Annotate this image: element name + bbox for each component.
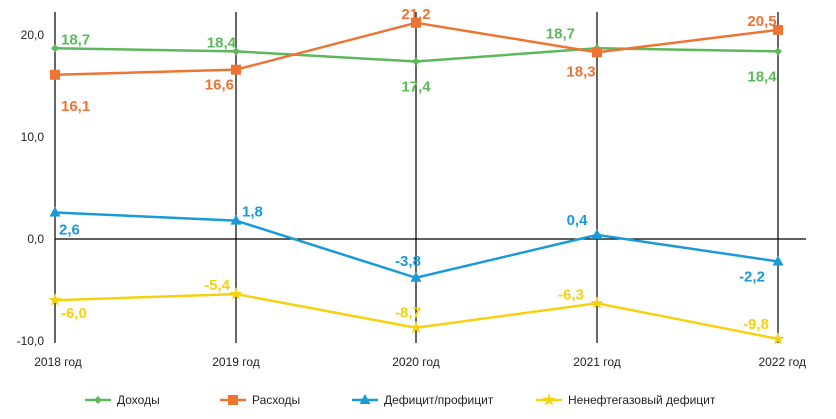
data-label: -8,7 [395, 305, 421, 322]
data-point [773, 24, 783, 35]
data-label: 18,3 [566, 63, 595, 80]
data-point [231, 64, 241, 75]
data-label: -9,8 [743, 316, 769, 333]
series-2 [50, 17, 783, 80]
data-point [591, 228, 603, 239]
data-point [409, 320, 423, 334]
data-point [229, 287, 243, 300]
legend-label: Расходы [252, 393, 300, 407]
data-point [230, 214, 242, 225]
legend-marker [359, 394, 371, 404]
data-point [590, 296, 604, 309]
x-tick-label: 2018 год [34, 355, 82, 369]
data-point [49, 206, 61, 217]
legend: Доходы Расходы Дефицит/профицит Ненефтегазо… [85, 393, 716, 407]
y-tick-label: 10,0 [21, 130, 45, 144]
series-4 [48, 287, 785, 345]
data-label: 18,7 [61, 31, 90, 48]
data-label: -6,3 [558, 286, 584, 303]
legend-item: Ненефтегазовый дефицит [536, 393, 716, 407]
data-point [774, 47, 782, 56]
data-point [772, 255, 784, 266]
data-label: 16,1 [61, 98, 90, 115]
legend-marker [228, 395, 238, 405]
legend-label: Дефицит/профицит [384, 393, 494, 407]
data-point [48, 293, 62, 306]
data-label: 0,4 [567, 212, 589, 229]
data-label: -6,0 [61, 305, 87, 322]
data-point [51, 44, 59, 53]
legend-marker [94, 396, 102, 404]
legend-label: Ненефтегазовый дефицит [568, 393, 716, 407]
legend-item: Расходы [220, 393, 300, 407]
x-axis: 2018 год 2019 год 2020 год 2021 год 2022 год [34, 355, 806, 369]
y-axis: -10,0 0,0 10,0 20,0 [17, 28, 45, 348]
data-point [50, 69, 60, 80]
data-point [412, 57, 420, 66]
data-label: 17,4 [401, 79, 431, 96]
data-label: 18,4 [207, 34, 237, 51]
data-label: 16,6 [205, 77, 234, 94]
y-tick-label: 0,0 [27, 232, 44, 246]
data-label: 18,4 [747, 68, 777, 85]
data-point [232, 47, 240, 56]
x-tick-label: 2019 год [212, 355, 260, 369]
chart-series [48, 17, 785, 345]
x-tick-label: 2022 год [758, 355, 806, 369]
legend-marker [542, 393, 556, 406]
series-3 [49, 206, 784, 282]
x-tick-label: 2020 год [392, 355, 440, 369]
data-label: 2,6 [59, 221, 80, 238]
data-label: -3,8 [395, 253, 421, 270]
data-point [411, 17, 421, 28]
data-label: 20,5 [747, 13, 776, 30]
legend-item: Доходы [85, 393, 160, 407]
data-label: 21,2 [401, 6, 430, 23]
legend-item: Дефицит/профицит [352, 393, 494, 407]
x-tick-label: 2021 год [573, 355, 621, 369]
data-label: -5,4 [204, 277, 231, 294]
data-point [771, 332, 785, 345]
data-label: 1,8 [242, 204, 263, 221]
y-tick-label: 20,0 [21, 28, 45, 42]
data-labels: 18,7 18,4 17,4 18,7 18,4 16,1 16,6 21,2 18,3 20,5… [59, 6, 777, 333]
data-point [592, 47, 602, 58]
legend-label: Доходы [117, 393, 160, 407]
y-tick-label: -10,0 [17, 334, 45, 348]
data-label: 18,7 [546, 25, 575, 42]
data-label: -2,2 [739, 268, 765, 285]
data-point [410, 271, 422, 282]
